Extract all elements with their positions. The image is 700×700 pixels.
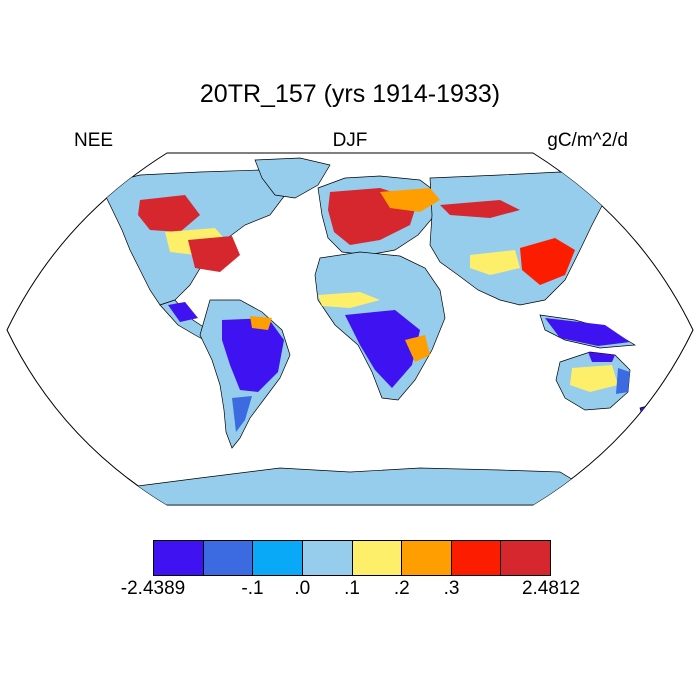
colorbar-label-6: 2.4812 — [521, 578, 581, 599]
data-patch-australia-yellow — [570, 365, 618, 392]
data-patch-australia-east-blue — [616, 368, 630, 394]
landmass-greenland — [254, 157, 331, 199]
colorbar-swatch-5 — [402, 541, 452, 575]
data-patch-africa-orange — [405, 335, 430, 362]
colorbar-label-0: -2.4389 — [120, 578, 186, 599]
colorbar-label-4: .2 — [393, 578, 410, 599]
data-patch-asia-red — [520, 238, 575, 285]
units-label: gC/m^2/d — [547, 130, 628, 151]
data-patch-sa-orange — [250, 316, 272, 330]
data-patch-na-red — [138, 195, 200, 232]
data-patch-africa-yellow — [318, 292, 380, 308]
colorbar — [153, 540, 551, 576]
data-patch-asia-yellow — [470, 250, 520, 275]
colorbar-swatch-7 — [501, 541, 550, 575]
season-label: DJF — [332, 130, 368, 151]
landmass-antarctica — [129, 467, 591, 505]
colorbar-swatch-2 — [253, 541, 303, 575]
data-field — [138, 188, 630, 432]
data-patch-europe-orange — [380, 188, 440, 212]
variable-label: NEE — [74, 130, 114, 151]
colorbar-swatch-1 — [203, 541, 254, 575]
colorbar-label-2: .0 — [294, 578, 311, 599]
data-patch-indonesia-blue — [545, 318, 630, 346]
colorbar-swatch-6 — [451, 541, 502, 575]
colorbar-swatch-4 — [352, 541, 403, 575]
data-patch-sa-blue — [222, 318, 284, 392]
map-title: 20TR_157 (yrs 1914-1933) — [199, 80, 501, 108]
colorbar-swatch-3 — [302, 541, 353, 575]
data-patch-ca-blue — [168, 302, 198, 322]
colorbar-swatch-0 — [154, 541, 204, 575]
data-patch-asia-north — [440, 200, 520, 218]
data-patch-na-east-red — [188, 236, 240, 272]
colorbar-label-3: .1 — [344, 578, 360, 599]
data-patch-australia-blue — [588, 352, 615, 362]
colorbar-label-5: .3 — [443, 578, 460, 599]
data-patch-sa-blue-south — [232, 396, 252, 432]
colorbar-label-1: -.1 — [241, 578, 264, 599]
data-patch-africa-blue — [345, 310, 420, 388]
